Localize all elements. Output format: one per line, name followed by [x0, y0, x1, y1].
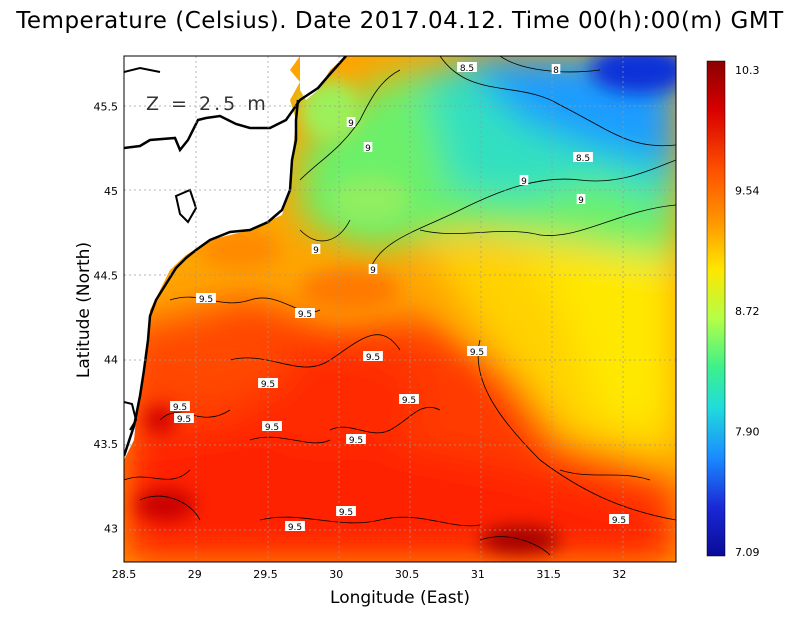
- land-area: [124, 56, 300, 460]
- contour-label-bg: [573, 152, 593, 162]
- contour-label: 9.5: [288, 523, 302, 533]
- contour-label-bg: [336, 506, 356, 516]
- colorbar-label: 7.90: [735, 426, 760, 439]
- contour-label: 8: [553, 66, 559, 76]
- contour-label: 9.5: [261, 380, 275, 390]
- x-axis-ticks: 28.5 29 29.5 30 30.5 31 31.5 32: [112, 568, 627, 581]
- y-tick-label: 45: [104, 185, 118, 198]
- contour-label-bg: [170, 401, 190, 411]
- contour-label-bg: [609, 514, 629, 524]
- y-tick-label: 44.5: [94, 269, 119, 282]
- colorbar-label: 8.72: [735, 305, 760, 318]
- contour-label-bg: [196, 293, 216, 303]
- colorbar-label: 10.3: [735, 64, 760, 77]
- contour-label: 9.5: [177, 415, 191, 425]
- x-tick-label: 30: [329, 568, 343, 581]
- contour-label-bg: [457, 62, 477, 72]
- x-tick-label: 29.5: [253, 568, 278, 581]
- contour-label-bg: [368, 264, 378, 274]
- contour-label: 9: [578, 196, 584, 206]
- colorbar-labels: 10.3 9.54 8.72 7.90 7.09: [735, 64, 760, 559]
- contour-label: 9.5: [339, 508, 353, 518]
- x-tick-label: 30.5: [395, 568, 420, 581]
- contour-label-bg: [467, 346, 487, 356]
- contour-label-bg: [519, 175, 529, 185]
- y-tick-label: 43.5: [94, 438, 119, 451]
- contour-label-bg: [295, 308, 315, 318]
- x-tick-label: 31: [471, 568, 485, 581]
- y-tick-label: 43: [104, 522, 118, 535]
- contour-label: 9.5: [298, 310, 312, 320]
- colorbar: [706, 60, 726, 557]
- gridlines: [124, 56, 676, 562]
- contour-label: 9: [348, 119, 354, 129]
- y-tick-label: 45.5: [94, 101, 119, 114]
- plot-frame: [123, 55, 677, 563]
- contour-label: 9: [370, 266, 376, 276]
- x-tick-label: 28.5: [112, 568, 137, 581]
- x-axis-label: Longitude (East): [330, 588, 470, 608]
- land-top: [300, 56, 346, 100]
- contour-label-bg: [346, 434, 366, 444]
- contour-label: 9: [313, 246, 319, 256]
- contour-label: 9.5: [366, 353, 380, 363]
- contour-label: 8.5: [576, 154, 590, 164]
- chart-title: Temperature (Celsius). Date 2017.04.12. …: [16, 8, 784, 34]
- contour-label-bg: [174, 413, 194, 423]
- contour-label-bg: [363, 351, 383, 361]
- temperature-field: [124, 56, 676, 562]
- x-tick-label: 32: [612, 568, 626, 581]
- x-tick-label: 31.5: [536, 568, 561, 581]
- contour-label: 9.5: [402, 396, 416, 406]
- contour-label-bg: [346, 117, 356, 127]
- contour-label: 9.5: [612, 516, 626, 526]
- contour-label-bg: [311, 244, 321, 254]
- y-axis-ticks: 45.5 45 44.5 44 43.5 43: [94, 101, 119, 536]
- colorbar-label: 9.54: [735, 185, 760, 198]
- contour-label: 9.5: [470, 348, 484, 358]
- contour-label-bg: [399, 394, 419, 404]
- coastline: [124, 56, 347, 153]
- contour-label: 9.5: [349, 436, 363, 446]
- x-tick-label: 29: [188, 568, 202, 581]
- y-tick-label: 44: [104, 354, 118, 367]
- colorbar-label: 7.09: [735, 546, 760, 559]
- contour-label-bg: [363, 142, 373, 152]
- contour-label: 9: [365, 144, 371, 154]
- contour-label: 9.5: [173, 403, 187, 413]
- contour-labels: 8.5 8 8.5 9 9 9 9 9 9 9.5 9.5 9.5 9.5 9.5 9.5 9.5 9.5 9.5…: [170, 62, 629, 533]
- y-axis-label: Latitude (North): [74, 241, 94, 379]
- contour-label: 8.5: [460, 64, 474, 74]
- contour-label-bg: [576, 194, 586, 204]
- depth-label: Z = 2.5 m: [146, 93, 269, 115]
- contour-label-bg: [551, 64, 561, 74]
- contour-label: 9.5: [265, 423, 279, 433]
- contour-label-bg: [258, 378, 278, 388]
- contour-label: 9: [521, 177, 527, 187]
- contour-label-bg: [285, 521, 305, 531]
- contour-label-bg: [262, 421, 282, 431]
- contour-label: 9.5: [199, 295, 213, 305]
